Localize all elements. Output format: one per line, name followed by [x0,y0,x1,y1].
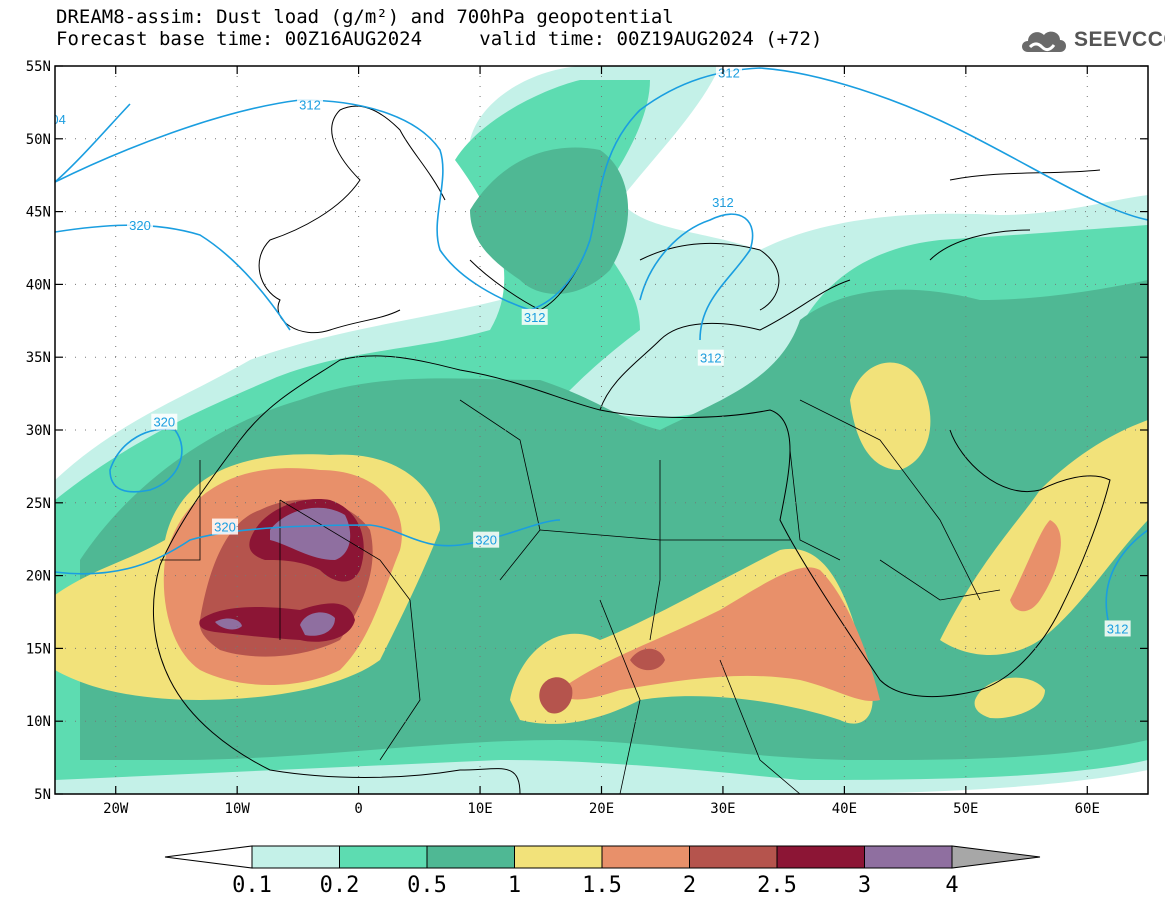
lon-tick-label: 20W [103,801,129,817]
cloud-icon [1022,31,1066,52]
colorbar-over-arrow [951,845,1041,869]
contour-label-bg-10 [473,531,500,548]
colorbar-level-label: 2.5 [757,873,797,898]
contour-label: 312 [299,97,321,112]
contour-labels: 304 312 312 312 312 312 312 320 320 320 320 [44,65,1131,637]
colorbar-level-label: 0.5 [407,873,447,898]
contour-312-north [55,67,1148,311]
contour-312-aegean [639,213,754,341]
contour-label: 320 [214,520,236,535]
coastlines [152,105,1111,794]
contour-304 [55,103,131,183]
seevccc-logo: SEEVCCC [1018,22,1165,58]
lon-tick-label: 20E [589,801,614,817]
contour-320-north [55,224,291,331]
contour-312-east [1105,529,1148,621]
title-line1: DREAM8-assim: Dust load (g/m²) and 700hP… [56,6,674,28]
base-time-label: Forecast base time: 00Z16AUG2024 [56,28,423,50]
dust-level-0.5-europe [470,147,629,294]
lat-tick-label: 40N [26,277,51,293]
colorbar-level-label: 0.2 [320,873,360,898]
contour-label-bg-9 [212,518,239,535]
contour-label-bg-8 [151,413,178,430]
colorbar-level-label: 1 [508,873,521,898]
dust-level-4-south [300,612,335,636]
colorbar-swatch-0 [251,845,340,869]
contour-label-bg-7 [127,217,154,234]
contour-label-bg-1 [297,96,324,113]
lon-tick-label: 0 [354,801,362,817]
dust-level-1-somalia [974,677,1045,719]
contour-label: 320 [475,533,497,548]
dust-level-4 [270,507,351,560]
contour-label: 320 [129,218,151,233]
dust-level-4-west [215,618,242,630]
borders [160,399,1001,794]
contour-label-bg-6 [1104,620,1131,637]
dust-field: 304 312 312 312 312 312 312 320 320 320 320 [44,65,1148,794]
contour-label: 312 [712,195,734,210]
contour-label: 320 [153,415,175,430]
lat-tick-label: 15N [26,641,51,657]
lon-tick-label: 40E [832,801,857,817]
lat-tick-label: 20N [26,569,51,585]
colorbar-swatch-1 [339,845,428,869]
lat-tick-label: 35N [26,350,51,366]
colorbar-swatch-2 [426,845,515,869]
title-line2: Forecast base time: 00Z16AUG2024 valid t… [56,28,822,50]
contour-label-bg-0 [55,110,68,127]
lat-tick-label: 30N [26,423,51,439]
colorbar-under-arrow [164,845,253,869]
lon-tick-label: 10E [467,801,492,817]
contour-label: 304 [44,112,66,127]
lat-tick-label: 50N [26,132,51,148]
colorbar-level-label: 3 [858,873,871,898]
lat-tick-label: 25N [26,496,51,512]
lon-tick-label: 30E [710,801,735,817]
dust-level-2-chad [539,677,573,714]
axis-ticks: 20W 10W 0 10E 20E 30E 40E 50E 60E 55N 50N 45N 40N 35N… [26,59,1148,817]
dust-level-1-arabia [850,362,931,470]
contour-label: 312 [1107,621,1129,636]
colorbar-swatch-5 [689,845,778,869]
colorbar-swatch-4 [601,845,690,869]
lat-tick-label: 45N [26,205,51,221]
colorbar-level-label: 4 [945,873,958,898]
logo-text: SEEVCCC [1074,28,1165,51]
lon-tick-label: 60E [1075,801,1100,817]
lon-tick-label: 10W [225,801,251,817]
dust-level-2-darfur [630,648,665,671]
lon-tick-label: 50E [953,801,978,817]
contour-label: 312 [524,310,546,325]
title-block: DREAM8-assim: Dust load (g/m²) and 700hP… [56,6,822,50]
lat-tick-label: 5N [34,787,51,803]
lat-tick-label: 55N [26,59,51,75]
colorbar-swatch-3 [514,845,603,869]
colorbar-level-label: 2 [683,873,696,898]
colorbar-swatch-6 [776,845,865,869]
contour-label-bg-4 [521,308,548,325]
contour-320-canary [109,428,183,493]
contour-label-bg-5 [697,349,724,366]
colorbar-level-label: 0.1 [232,873,272,898]
colorbar-swatch-7 [864,845,953,869]
dust-level-1.5-oman [1010,520,1061,612]
colorbar: 0.1 0.2 0.5 1 1.5 2 2.5 3 4 [164,845,1041,898]
contour-label: 312 [700,351,722,366]
contour-label: 312 [718,65,740,80]
valid-time-label: valid time: 00Z19AUG2024 (+72) [479,28,823,50]
contour-label-bg-3 [709,193,736,210]
lat-tick-label: 10N [26,714,51,730]
colorbar-level-label: 1.5 [582,873,622,898]
